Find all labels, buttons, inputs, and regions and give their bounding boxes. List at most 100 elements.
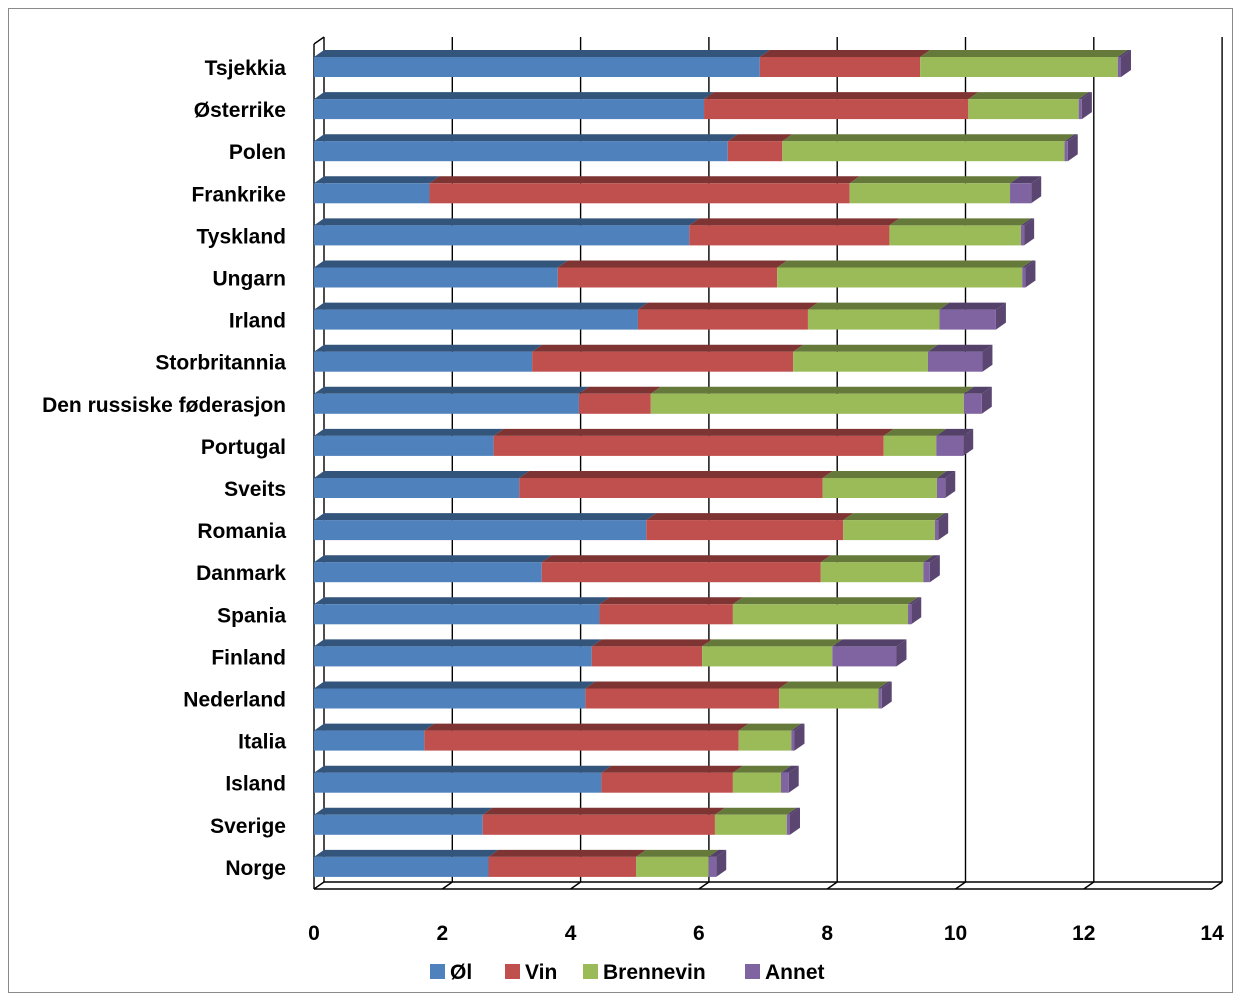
bar-15-3 (878, 688, 882, 709)
bar-top-0-2 (920, 50, 1128, 57)
legend-label-2: Brennevin (603, 961, 706, 984)
bar-3-1 (429, 183, 850, 204)
floor-gridline-1 (441, 881, 453, 890)
bar-16-2 (738, 730, 792, 751)
bar-17-2 (732, 772, 782, 793)
bar-6-1 (637, 309, 808, 330)
bar-14-1 (591, 646, 703, 667)
bar-end-3 (1031, 176, 1042, 204)
bar-top-8-2 (650, 386, 974, 394)
bar-1-1 (704, 99, 969, 120)
bar-top-5-0 (314, 260, 568, 268)
category-label-4: Tyskland (197, 225, 286, 248)
bar-top-8-3 (963, 386, 992, 394)
left-wall-top-edge (313, 36, 325, 45)
bar-12-0 (314, 562, 542, 583)
bar-7-1 (532, 351, 794, 372)
bar-top-11-1 (646, 513, 854, 521)
bar-top-10-1 (519, 471, 833, 478)
legend-label-1: Vin (525, 961, 557, 984)
bar-15-1 (585, 688, 780, 709)
bar-6-3 (939, 309, 996, 330)
bar-3-0 (314, 183, 430, 204)
bar-top-4-2 (889, 218, 1031, 226)
bar-4-2 (889, 225, 1021, 246)
x-tick-label-5: 10 (944, 922, 967, 945)
bar-6-0 (314, 309, 638, 330)
bar-10-0 (314, 478, 520, 498)
bar-1-3 (1078, 99, 1082, 120)
category-label-10: Sveits (224, 478, 286, 501)
x-tick-label-3: 6 (693, 922, 705, 945)
bar-top-11-3 (934, 513, 949, 521)
bar-top-18-0 (314, 807, 493, 815)
bar-top-2-0 (314, 134, 738, 142)
category-label-8: Den russiske føderasjon (42, 394, 286, 417)
bar-18-2 (714, 814, 787, 835)
bar-3-2 (849, 183, 1011, 204)
bar-top-18-2 (714, 807, 797, 815)
bar-1-2 (968, 99, 1079, 120)
bar-6-2 (807, 309, 940, 330)
x-tick-label-1: 2 (436, 922, 448, 945)
bar-top-6-1 (637, 302, 818, 310)
bar-0-2 (920, 57, 1118, 77)
bar-8-0 (314, 393, 579, 414)
bar-16-1 (424, 730, 739, 751)
floor-gridline-3 (698, 881, 710, 890)
bar-9-0 (314, 435, 494, 456)
category-label-14: Finland (211, 646, 286, 669)
bar-8-3 (963, 393, 982, 414)
bar-top-19-0 (314, 849, 499, 857)
category-label-11: Romania (197, 520, 286, 543)
bar-13-3 (908, 604, 912, 625)
bar-top-13-1 (599, 597, 743, 605)
bar-top-13-0 (314, 597, 610, 605)
bar-top-7-3 (927, 344, 993, 352)
bar-top-17-0 (314, 765, 612, 773)
bar-17-0 (314, 772, 602, 793)
bar-top-12-0 (314, 555, 552, 563)
bar-11-3 (934, 520, 939, 541)
x-tick-label-0: 0 (308, 922, 320, 945)
bar-top-15-1 (585, 681, 790, 689)
category-label-13: Spania (217, 604, 286, 627)
bar-top-7-2 (793, 344, 938, 352)
bar-4-3 (1020, 225, 1025, 246)
bar-13-0 (314, 604, 600, 625)
bar-10-2 (822, 478, 937, 498)
bar-end-11 (938, 513, 949, 541)
bar-top-8-1 (578, 386, 661, 394)
bar-11-2 (843, 520, 935, 541)
category-label-3: Frankrike (191, 183, 286, 206)
bar-13-2 (732, 604, 909, 625)
bar-top-17-1 (601, 765, 743, 773)
bar-top-11-2 (843, 513, 945, 521)
bar-17-3 (781, 772, 789, 793)
bar-top-9-3 (936, 428, 974, 436)
bar-top-3-1 (429, 176, 860, 184)
bar-end-4 (1024, 218, 1035, 246)
bar-top-5-1 (557, 260, 788, 268)
bar-end-12 (929, 555, 940, 583)
bar-top-2-1 (727, 134, 793, 142)
bar-end-1 (1081, 92, 1092, 120)
category-label-16: Italia (238, 731, 286, 754)
bar-end-14 (896, 639, 907, 667)
category-label-1: Østerrike (194, 99, 286, 122)
bar-12-3 (923, 562, 930, 583)
bar-top-2-2 (782, 134, 1075, 142)
bar-18-3 (786, 814, 790, 835)
bar-5-1 (557, 267, 778, 288)
bar-top-11-0 (314, 513, 657, 521)
bar-top-9-2 (883, 428, 947, 436)
category-label-2: Polen (229, 141, 286, 164)
bar-top-1-3 (1078, 92, 1092, 100)
bar-12-1 (541, 562, 821, 583)
category-label-12: Danmark (196, 562, 286, 585)
bar-end-19 (716, 849, 727, 877)
bar-9-1 (493, 435, 884, 456)
legend-label-3: Annet (765, 961, 825, 984)
bar-9-3 (936, 435, 964, 456)
category-label-15: Nederland (183, 689, 286, 712)
